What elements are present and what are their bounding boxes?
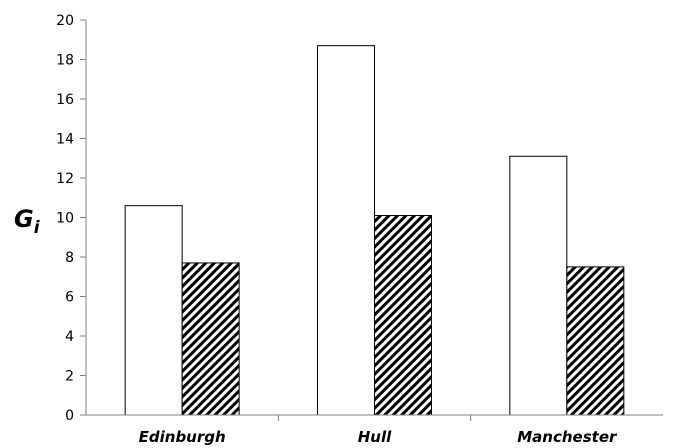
x-category-label: Manchester — [517, 428, 618, 446]
y-axis-title-subscript: i — [34, 218, 41, 238]
bar-edinburgh-hatched — [181, 262, 240, 416]
y-tick-label: 12 — [56, 171, 74, 187]
y-tick-label: 2 — [65, 369, 74, 385]
y-axis-ticks: 0 2 4 6 8 10 12 14 16 18 20 — [56, 13, 86, 424]
y-axis-title-main: G — [14, 205, 34, 233]
bar-manchester-hatched — [566, 266, 625, 416]
bar-hull-hatched — [374, 215, 432, 416]
x-axis-categories: Edinburgh Hull Manchester — [139, 415, 618, 446]
y-tick-label: 20 — [56, 13, 74, 29]
y-axis-title: Gi — [14, 205, 41, 238]
y-tick-label: 10 — [56, 211, 74, 227]
y-tick-label: 14 — [56, 132, 74, 148]
bar-hull-open — [317, 45, 375, 416]
y-tick-label: 8 — [65, 250, 74, 266]
y-tick-label: 18 — [56, 53, 74, 69]
y-tick-label: 0 — [65, 408, 74, 424]
x-category-label: Hull — [358, 428, 392, 446]
bar-manchester-open — [509, 155, 568, 416]
y-tick-label: 16 — [56, 92, 74, 108]
bars — [124, 45, 625, 416]
y-tick-label: 4 — [65, 329, 74, 345]
bar-edinburgh-open — [124, 205, 183, 416]
x-category-label: Edinburgh — [139, 428, 226, 446]
y-tick-label: 6 — [65, 290, 74, 306]
